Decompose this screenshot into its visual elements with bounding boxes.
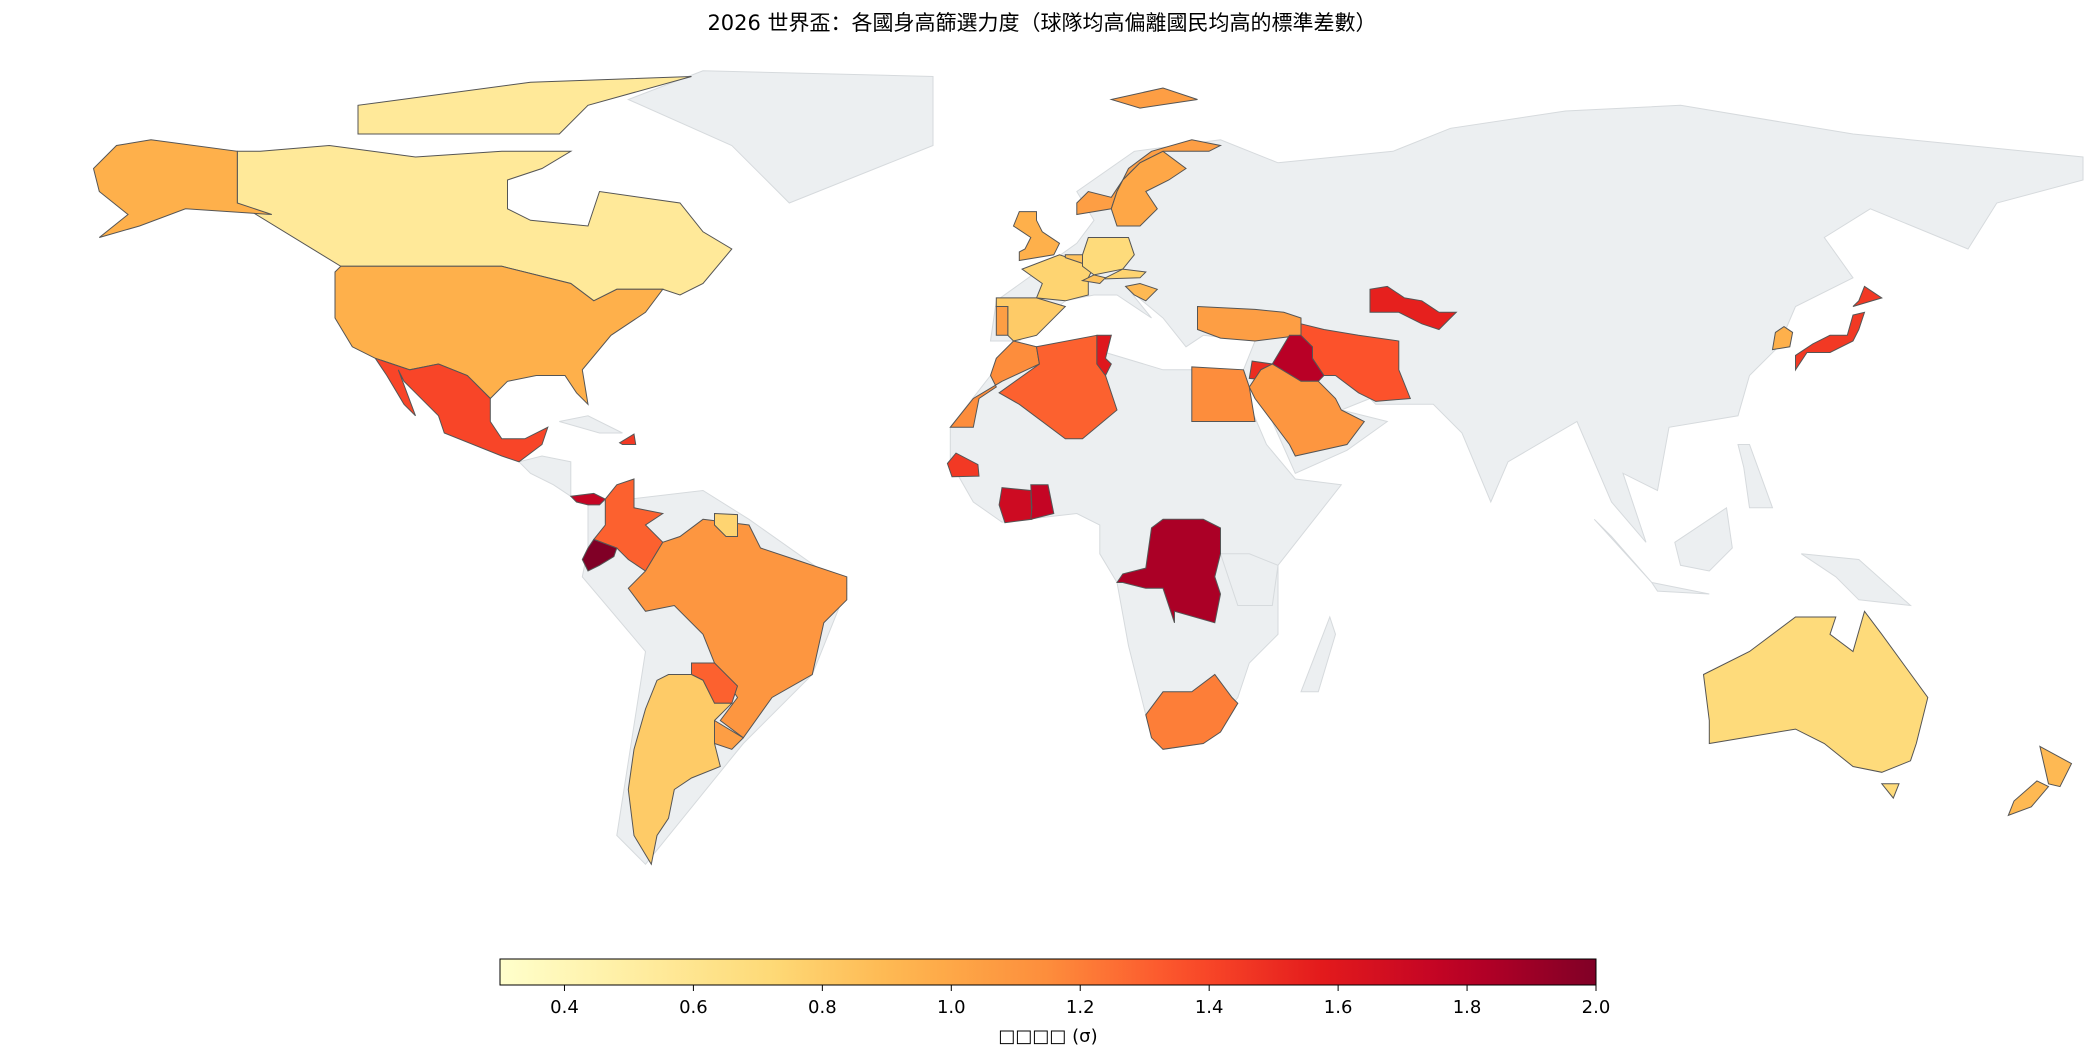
background-land [518, 70, 2084, 866]
country [627, 674, 734, 866]
country [569, 492, 607, 506]
land [989, 104, 2084, 543]
colorbar-tick-label: 1.8 [1453, 997, 1482, 1018]
country [714, 512, 738, 537]
country [1096, 334, 1112, 377]
country [1012, 211, 1061, 262]
countries [92, 76, 2073, 866]
country [1110, 150, 1187, 227]
country [627, 518, 848, 739]
colorbar-label: □□□□ (σ) [998, 1026, 1097, 1047]
country [1369, 285, 1458, 331]
colorbar-tick-label: 1.0 [937, 997, 966, 1018]
chart-title: 2026 世界盃：各國身高篩選力度（球隊均高偏離國民均高的標準差數） [707, 11, 1376, 35]
country [946, 452, 980, 478]
land [1300, 615, 1337, 693]
colorbar [499, 958, 1597, 986]
colorbar-tick-label: 2.0 [1582, 997, 1611, 1018]
country [1064, 254, 1083, 265]
colorbar-tick-label: 1.6 [1324, 997, 1353, 1018]
land [1674, 506, 1733, 572]
colorbar-tick-label: 1.2 [1066, 997, 1095, 1018]
country [1082, 237, 1135, 276]
land [1650, 581, 1710, 595]
country [1248, 363, 1366, 457]
land [559, 415, 623, 434]
country [374, 357, 549, 463]
country [1145, 673, 1239, 750]
colorbar-tick-label: 0.4 [550, 997, 579, 1018]
country [1300, 323, 1412, 402]
land [1593, 518, 1653, 583]
country [1191, 366, 1256, 422]
country [1030, 484, 1055, 520]
colorbar-tick-label: 0.8 [808, 997, 837, 1018]
country [1116, 518, 1222, 624]
country [618, 433, 637, 445]
land [626, 70, 934, 204]
colorbar-tick-label: 0.6 [679, 997, 708, 1018]
land [1219, 553, 1279, 606]
colorbar-tick-label: 1.4 [1195, 997, 1224, 1018]
land [1737, 444, 1774, 509]
country [1702, 610, 1929, 800]
country [1105, 268, 1147, 280]
land [1801, 553, 1913, 607]
country [1771, 325, 1794, 351]
land [518, 455, 572, 498]
country [995, 306, 1009, 336]
country [581, 538, 618, 572]
country [1124, 282, 1159, 302]
country [998, 487, 1033, 524]
country [1795, 285, 1883, 372]
country [2007, 745, 2073, 817]
